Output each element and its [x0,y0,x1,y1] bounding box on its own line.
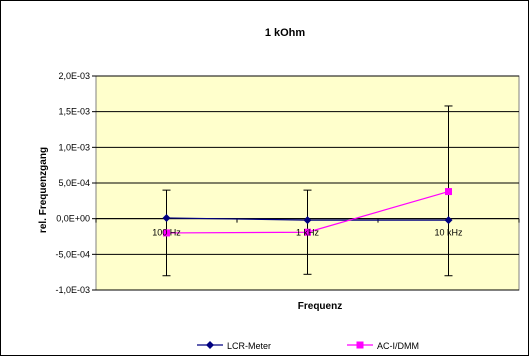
y-axis-ticks: 2,0E-03 1,5E-03 1,0E-03 5,0E-04 0,0E+00 -5,0E… [55,71,96,295]
x-tick-label: 100 Hz [152,228,181,238]
data-point-lcr-meter [162,213,171,222]
y-tick-label: -1,0E-03 [55,285,90,295]
legend-item-lcr-meter: LCR-Meter [197,341,271,351]
chart-title: 1 kOhm [265,27,306,39]
y-tick-label: 0,0E+00 [56,214,90,224]
data-point-ac-i-dmm [304,228,311,236]
y-tick-label: 5,0E-04 [58,178,90,188]
y-axis-title: rel. Frequenzgang [38,147,49,233]
data-point-lcr-meter [303,216,312,225]
data-point-lcr-meter [444,216,453,225]
data-point-ac-i-dmm [445,188,452,196]
legend: LCR-Meter AC-I/DMM [197,341,419,351]
y-tick-label: 1,5E-03 [58,107,90,117]
legend-item-ac-i-dmm: AC-I/DMM [347,341,419,351]
x-axis-title: Frequenz [298,301,342,312]
legend-label-ac-i-dmm: AC-I/DMM [377,341,419,351]
x-tick-label: 10 kHz [434,228,463,238]
series-layer [162,188,453,237]
legend-marker-lcr-meter [206,341,214,349]
x-tick-label: 1 kHz [296,228,320,238]
y-tick-label: 1,0E-03 [58,142,90,152]
x-axis-ticks: 100 Hz 1 kHz 10 kHz [152,228,463,238]
legend-marker-ac-i-dmm [356,341,364,349]
legend-label-lcr-meter: LCR-Meter [227,341,271,351]
y-tick-label: -5,0E-04 [55,249,90,259]
y-tick-label: 2,0E-03 [58,71,90,81]
data-point-ac-i-dmm [163,229,170,237]
